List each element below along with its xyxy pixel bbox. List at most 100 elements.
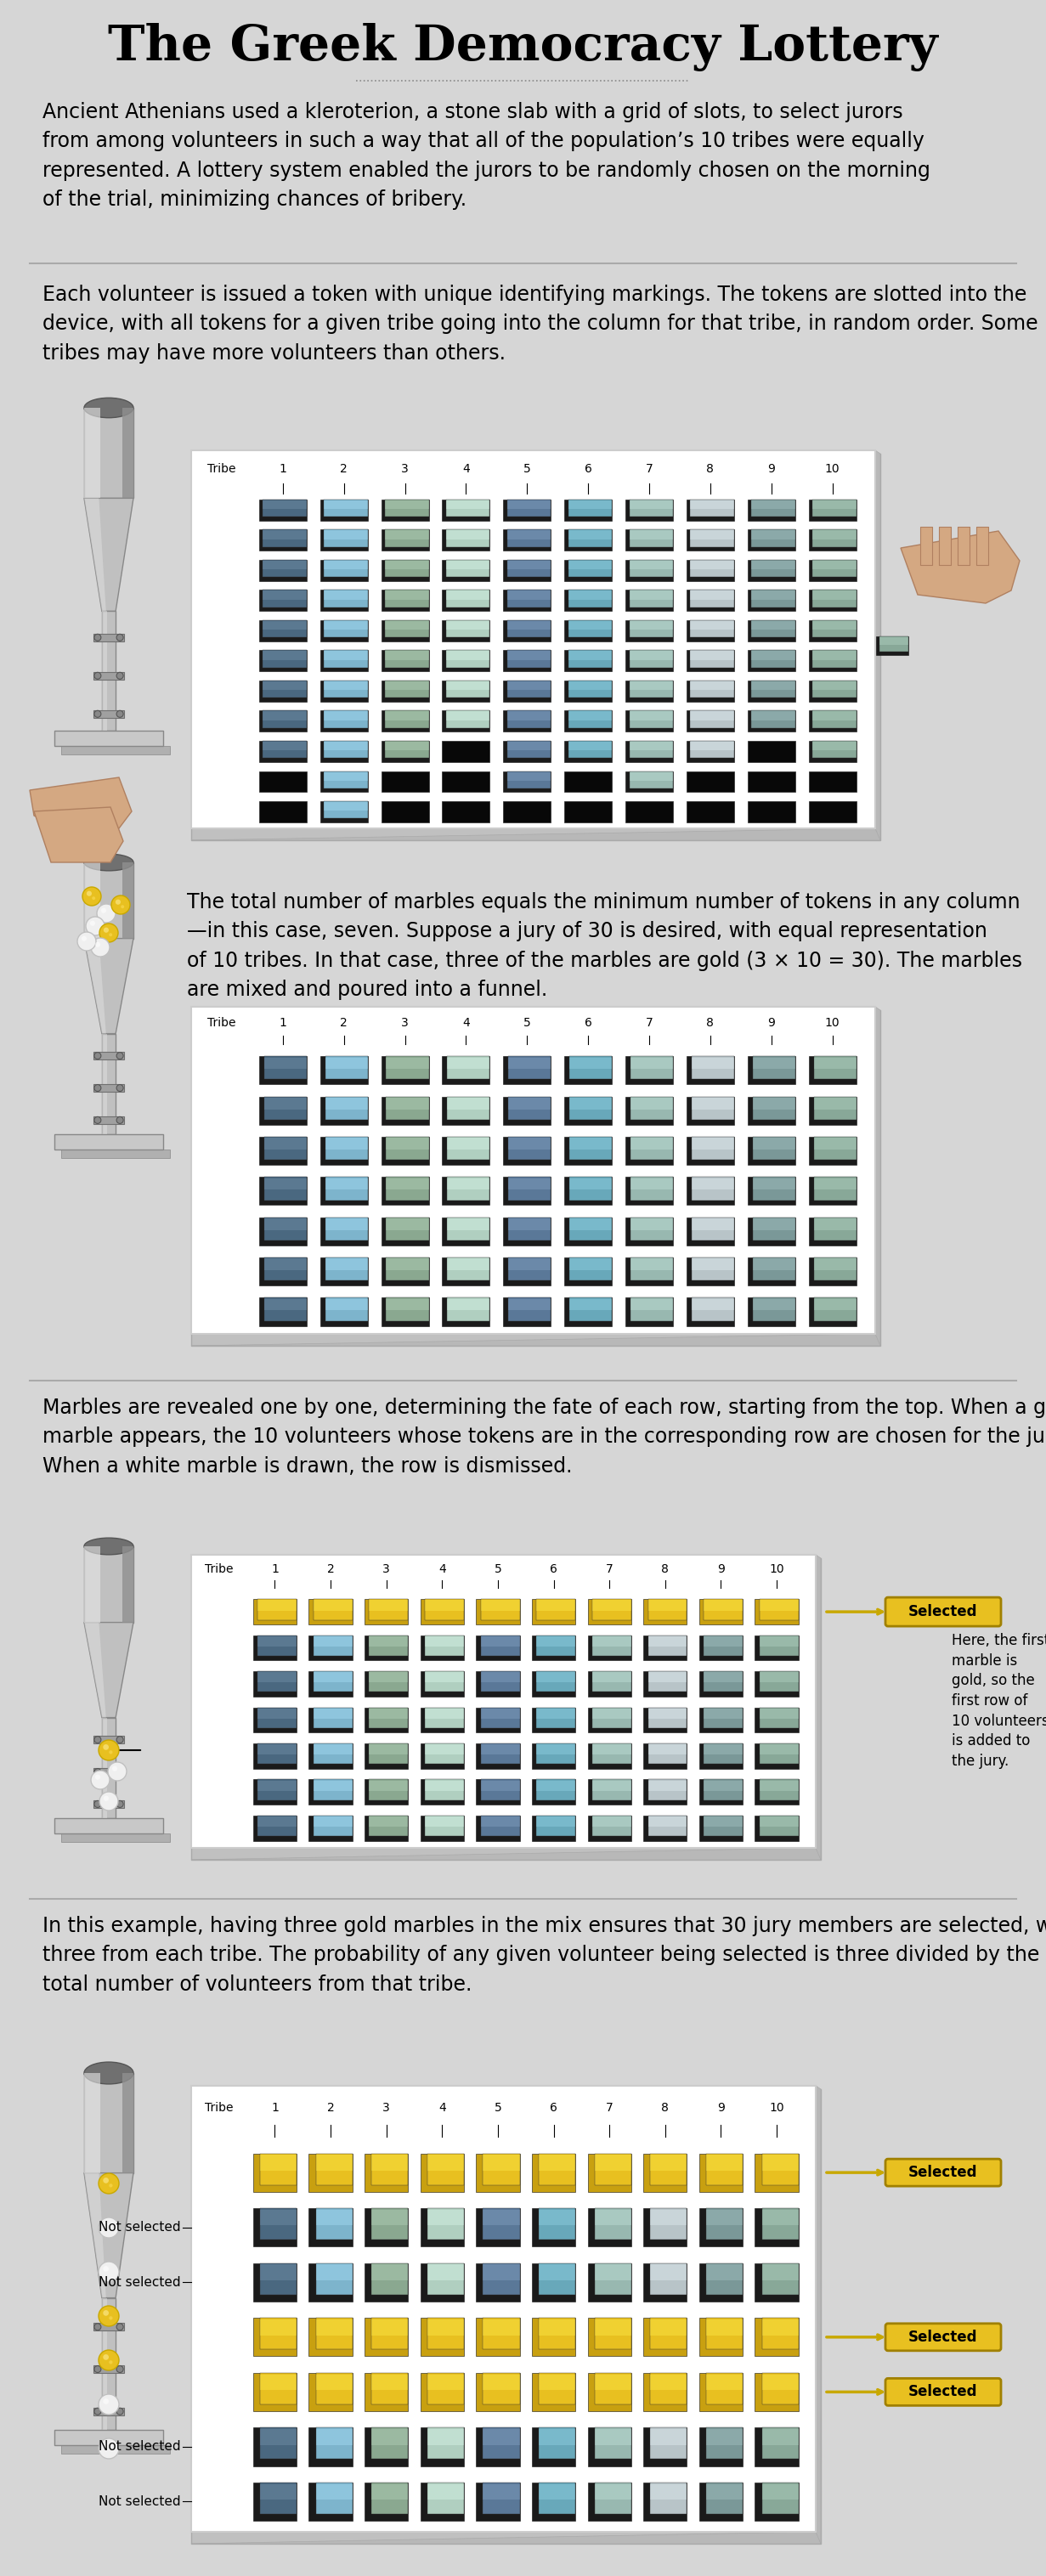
Bar [814, 1260, 857, 1270]
Circle shape [116, 2324, 123, 2331]
Bar [751, 500, 795, 510]
Bar [503, 1056, 551, 1084]
Bar [320, 1097, 368, 1126]
Bar [320, 531, 368, 551]
Bar [755, 2483, 798, 2522]
Polygon shape [84, 938, 134, 1033]
Bar [814, 1298, 857, 1321]
Text: 9: 9 [768, 464, 775, 474]
Bar [691, 1056, 734, 1079]
Bar [588, 1780, 631, 1806]
Bar [369, 1744, 408, 1754]
Bar [630, 711, 673, 721]
Bar [54, 1133, 163, 1149]
Bar [508, 1298, 551, 1311]
Bar [626, 680, 673, 701]
Bar [814, 1056, 857, 1079]
Bar [365, 2154, 408, 2192]
Circle shape [91, 1770, 110, 1790]
Bar [448, 1257, 490, 1280]
Bar [314, 1672, 353, 1682]
Bar [630, 500, 673, 518]
Bar [425, 1744, 463, 1754]
Bar [386, 1260, 429, 1270]
Bar [325, 1298, 368, 1321]
Bar [761, 2264, 798, 2280]
Bar [503, 1177, 551, 1206]
Bar [264, 1177, 306, 1190]
Bar [446, 711, 490, 721]
Bar [755, 1816, 798, 1842]
Bar [704, 1672, 743, 1692]
Bar [93, 1084, 124, 1092]
Bar [594, 2429, 631, 2445]
Bar [483, 2483, 520, 2514]
Bar [324, 680, 368, 698]
Bar [425, 1672, 463, 1692]
FancyBboxPatch shape [885, 2159, 1001, 2187]
Bar [691, 1218, 734, 1229]
Bar [481, 1600, 520, 1620]
Bar [751, 559, 795, 577]
Bar [314, 1744, 353, 1765]
Bar [259, 801, 306, 822]
Bar [260, 2208, 297, 2239]
Bar [259, 1298, 306, 1327]
Bar [62, 2445, 169, 2455]
Bar [753, 1298, 795, 1311]
Bar [427, 2372, 463, 2403]
Bar [425, 1816, 463, 1837]
Bar [537, 1816, 575, 1826]
Bar [643, 1636, 687, 1662]
Circle shape [116, 634, 123, 641]
Bar [257, 1600, 297, 1620]
Bar [643, 1744, 687, 1770]
Bar [503, 1298, 551, 1327]
Bar [761, 2318, 798, 2349]
Bar [755, 1672, 798, 1698]
Bar [813, 649, 857, 667]
Bar [259, 1177, 306, 1206]
Bar [483, 2427, 520, 2460]
Bar [759, 1708, 798, 1728]
Polygon shape [84, 2174, 106, 2298]
Bar [309, 2318, 353, 2357]
Bar [191, 453, 881, 840]
Bar [691, 1257, 734, 1280]
Bar [508, 1097, 551, 1110]
Bar [690, 621, 734, 629]
Bar [264, 1298, 306, 1321]
Bar [691, 1177, 734, 1200]
Bar [751, 680, 795, 690]
Circle shape [83, 886, 101, 907]
Bar [314, 1780, 353, 1801]
Bar [690, 531, 734, 546]
Bar [630, 680, 673, 698]
Bar [309, 1708, 353, 1734]
Bar [425, 1816, 463, 1826]
Bar [316, 2429, 353, 2445]
Bar [191, 451, 876, 829]
Bar [539, 2318, 575, 2349]
Bar [508, 1136, 551, 1159]
Bar [809, 1218, 857, 1244]
Bar [643, 2208, 687, 2246]
Circle shape [116, 2365, 123, 2372]
Bar [325, 1218, 368, 1229]
Bar [537, 1780, 575, 1790]
Bar [532, 1672, 575, 1698]
Bar [425, 1708, 463, 1718]
Bar [594, 2427, 631, 2460]
Bar [503, 1136, 551, 1164]
Bar [71, 801, 93, 806]
Bar [809, 1257, 857, 1285]
Circle shape [111, 896, 130, 914]
Bar [532, 2372, 575, 2411]
Bar [483, 2318, 520, 2336]
Bar [691, 1218, 734, 1239]
Bar [446, 559, 490, 577]
Bar [880, 636, 908, 644]
Bar [260, 2427, 297, 2460]
Bar [324, 711, 368, 721]
Bar [385, 680, 429, 690]
